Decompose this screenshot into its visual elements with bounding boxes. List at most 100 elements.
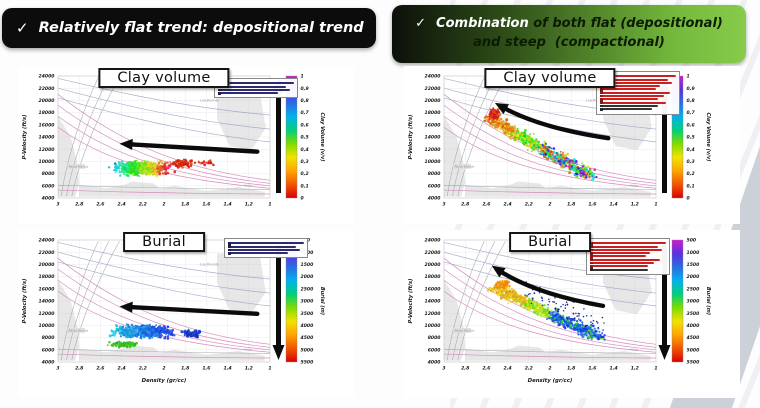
- svg-text:1,8: 1,8: [181, 202, 190, 208]
- svg-text:2,2: 2,2: [525, 366, 533, 372]
- svg-text:18000: 18000: [425, 274, 442, 280]
- svg-text:500: 500: [687, 238, 697, 244]
- right-header-line2: and steep (compactional): [473, 35, 665, 50]
- trend-arrow: [494, 102, 611, 141]
- svg-text:1,2: 1,2: [631, 366, 639, 372]
- svg-text:3500: 3500: [301, 311, 315, 317]
- svg-text:3: 3: [56, 366, 59, 372]
- svg-text:2,4: 2,4: [504, 366, 512, 372]
- svg-text:1: 1: [301, 74, 304, 80]
- svg-text:12000: 12000: [39, 311, 56, 317]
- colorbar-arrow-down: [272, 245, 285, 360]
- scatter-points: [106, 323, 202, 349]
- svg-text:0,3: 0,3: [301, 159, 309, 165]
- svg-text:2,8: 2,8: [461, 202, 470, 208]
- svg-text:1,8: 1,8: [567, 202, 576, 208]
- svg-text:22000: 22000: [39, 86, 56, 92]
- svg-text:4000: 4000: [42, 360, 56, 366]
- svg-text:10000: 10000: [425, 323, 442, 329]
- svg-text:1,6: 1,6: [588, 202, 597, 208]
- svg-text:12000: 12000: [39, 147, 56, 153]
- svg-text:4500: 4500: [687, 335, 701, 341]
- svg-text:2,2: 2,2: [139, 202, 147, 208]
- svg-text:2: 2: [548, 366, 551, 372]
- right-header: ✓ Combination of both flat (depositional…: [392, 5, 746, 63]
- svg-text:24000: 24000: [39, 74, 56, 80]
- svg-text:0,3: 0,3: [687, 159, 695, 165]
- svg-text:1: 1: [268, 366, 271, 372]
- svg-text:6000: 6000: [42, 183, 56, 189]
- svg-text:4000: 4000: [428, 360, 442, 366]
- svg-text:Log Bounds: Log Bounds: [586, 99, 605, 103]
- svg-text:0,9: 0,9: [301, 86, 309, 92]
- svg-text:22000: 22000: [39, 250, 56, 256]
- svg-text:18000: 18000: [39, 110, 56, 116]
- svg-text:2,4: 2,4: [118, 202, 126, 208]
- svg-text:0,4: 0,4: [687, 147, 695, 153]
- svg-text:2: 2: [548, 202, 551, 208]
- y-axis-label: P-Velocity (ft/s): [408, 115, 414, 160]
- chart-title: Clay volume: [484, 68, 616, 88]
- svg-text:Halite: Halite: [630, 183, 638, 187]
- svg-text:22000: 22000: [425, 250, 442, 256]
- svg-text:3: 3: [442, 366, 445, 372]
- svg-text:2000: 2000: [301, 274, 315, 280]
- svg-text:4000: 4000: [42, 196, 56, 202]
- svg-text:0,7: 0,7: [687, 110, 696, 116]
- svg-text:8000: 8000: [42, 171, 56, 177]
- svg-text:16000: 16000: [425, 286, 442, 292]
- left-header: ✓ Relatively flat trend: depositional tr…: [2, 8, 376, 48]
- svg-text:2,6: 2,6: [482, 366, 491, 372]
- plot-annotations: Log Bounds Reuss Bounds Halite: [453, 99, 638, 187]
- svg-text:1,6: 1,6: [202, 366, 211, 372]
- svg-text:Halite: Halite: [244, 183, 252, 187]
- svg-text:1: 1: [268, 202, 271, 208]
- scatter-points: [483, 107, 598, 182]
- model-curves: [443, 241, 657, 361]
- svg-text:0,5: 0,5: [301, 135, 309, 141]
- svg-text:2,4: 2,4: [504, 202, 512, 208]
- svg-text:Reuss Bounds: Reuss Bounds: [69, 165, 89, 169]
- svg-text:2,2: 2,2: [139, 366, 147, 372]
- svg-text:20000: 20000: [425, 262, 442, 268]
- svg-text:16000: 16000: [39, 286, 56, 292]
- svg-text:1,4: 1,4: [224, 366, 232, 372]
- svg-text:0,8: 0,8: [687, 98, 696, 104]
- trend-arrow: [119, 138, 260, 154]
- svg-text:12000: 12000: [425, 147, 442, 153]
- svg-text:2,8: 2,8: [75, 366, 84, 372]
- svg-text:3: 3: [442, 202, 445, 208]
- scatter-points: [486, 279, 606, 341]
- scatter-points: [108, 158, 215, 178]
- svg-text:10000: 10000: [425, 159, 442, 165]
- svg-text:14000: 14000: [39, 135, 56, 141]
- svg-text:22000: 22000: [425, 86, 442, 92]
- chart-title: Burial: [509, 232, 591, 252]
- svg-text:4500: 4500: [301, 335, 315, 341]
- svg-text:1,8: 1,8: [567, 366, 576, 372]
- right-header-rest: of both flat (depositional): [528, 16, 723, 32]
- axis-tick-labels: 2400022000200001800016000140001200010000…: [39, 74, 272, 208]
- axis-tick-labels: 2400022000200001800016000140001200010000…: [425, 238, 658, 372]
- colorbar: 1 0,9 0,8 0,7 0,6 0,5 0,4 0,3 0,2 0,1 0 Clay Volume…: [671, 74, 711, 202]
- svg-text:4000: 4000: [687, 323, 701, 329]
- svg-text:5000: 5000: [301, 347, 315, 353]
- svg-text:2500: 2500: [301, 286, 315, 292]
- svg-text:1500: 1500: [301, 262, 315, 268]
- svg-text:1,4: 1,4: [610, 366, 618, 372]
- gridlines: [443, 239, 657, 363]
- svg-text:1: 1: [654, 366, 657, 372]
- colorbar-label: Clay Volume (v/v): [705, 112, 711, 161]
- svg-text:Log Bounds: Log Bounds: [200, 99, 219, 103]
- svg-text:2,8: 2,8: [461, 366, 470, 372]
- svg-text:0,6: 0,6: [687, 122, 696, 128]
- x-axis-label: Density (gr/cc): [142, 378, 187, 384]
- right-header-line1: ✓ Combination of both flat (depositional…: [415, 15, 723, 34]
- svg-text:0,4: 0,4: [301, 147, 309, 153]
- svg-text:2,2: 2,2: [525, 202, 533, 208]
- svg-text:6000: 6000: [42, 347, 56, 353]
- svg-text:1,4: 1,4: [224, 202, 232, 208]
